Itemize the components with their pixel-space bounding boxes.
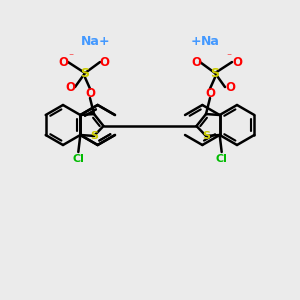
Text: O: O bbox=[191, 56, 201, 69]
Text: O: O bbox=[205, 86, 215, 100]
Text: S: S bbox=[90, 131, 98, 141]
Text: Cl: Cl bbox=[72, 154, 84, 164]
Text: Na: Na bbox=[201, 34, 219, 47]
Text: O: O bbox=[99, 56, 109, 69]
Text: S: S bbox=[211, 67, 220, 80]
Text: S: S bbox=[202, 131, 210, 141]
Text: ⁻: ⁻ bbox=[68, 52, 74, 62]
Text: Na: Na bbox=[81, 34, 99, 47]
Text: O: O bbox=[58, 56, 68, 69]
Text: O: O bbox=[225, 80, 235, 94]
Text: Cl: Cl bbox=[216, 154, 228, 164]
Text: S: S bbox=[80, 67, 89, 80]
Text: O: O bbox=[65, 80, 75, 94]
Text: +: + bbox=[99, 34, 109, 47]
Text: ⁻: ⁻ bbox=[226, 52, 232, 62]
Text: O: O bbox=[85, 86, 95, 100]
Text: O: O bbox=[232, 56, 242, 69]
Text: +: + bbox=[191, 34, 201, 47]
